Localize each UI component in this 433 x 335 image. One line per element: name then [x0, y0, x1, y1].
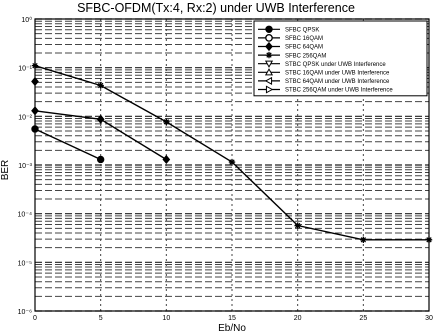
- plot-area-frame: [34, 18, 430, 312]
- y-tick-label: 10⁻⁴: [18, 212, 33, 219]
- x-tick-label: 0: [33, 315, 37, 322]
- legend-marker: [264, 68, 274, 76]
- y-tick-label: 10⁻⁶: [18, 309, 32, 316]
- x-tick-label: 25: [359, 315, 367, 322]
- x-tick-label: 10: [162, 315, 170, 322]
- legend-marker: [265, 34, 273, 42]
- legend-label: SFBC 16QAM: [285, 36, 323, 42]
- legend-label: STBC 64QAM under UWB Interference: [285, 79, 390, 85]
- y-axis-label: BER: [0, 160, 11, 181]
- data-point: [425, 236, 433, 244]
- series-layer: [31, 62, 433, 244]
- data-point: [31, 125, 39, 133]
- legend-label: STBC 256QAM under UWB Interference: [285, 88, 393, 94]
- y-axis-ticks: 10⁰ 10⁻¹ 10⁻² 10⁻³ 10⁻⁴ 10⁻⁵ 10⁻⁶: [18, 16, 33, 316]
- data-point: [97, 82, 104, 89]
- legend-marker: [264, 60, 274, 68]
- y-tick-label: 10⁻¹: [18, 66, 32, 73]
- legend-marker: [264, 76, 273, 85]
- data-point: [31, 62, 39, 69]
- legend-marker: [265, 41, 273, 52]
- legend-box: [253, 20, 428, 97]
- legend: SFBC QPSK SFBC 16QAM SFBC 64QAM SFBC 256QAM…: [253, 20, 428, 97]
- x-axis-ticks: 0 5 10 15 20 25 30: [33, 315, 433, 322]
- legend-label: SFBC 64QAM: [285, 45, 323, 51]
- legend-marker: [265, 51, 273, 59]
- y-tick-label: 10⁻²: [18, 114, 32, 121]
- legend-marker: [265, 25, 273, 33]
- x-tick-label: 30: [425, 315, 433, 322]
- series-line: [34, 128, 101, 161]
- data-point: [96, 114, 105, 124]
- legend-label: STBC 16QAM under UWB Interference: [285, 71, 390, 77]
- data-point: [31, 106, 39, 116]
- legend-label: SFBC 256QAM: [285, 53, 326, 59]
- data-point: [294, 222, 301, 229]
- data-point: [162, 154, 171, 165]
- x-tick-label: 20: [294, 315, 302, 322]
- y-tick-label: 10⁻⁵: [18, 260, 32, 267]
- data-point: [163, 118, 170, 126]
- y-tick-label: 10⁻³: [18, 163, 32, 170]
- y-tick-label: 10⁰: [21, 16, 32, 24]
- x-tick-label: 15: [228, 315, 236, 322]
- data-point: [360, 236, 367, 244]
- data-point: [228, 158, 236, 166]
- data-point: [96, 155, 105, 164]
- legend-marker: [265, 85, 274, 94]
- data-point: [31, 76, 39, 87]
- x-tick-label: 5: [99, 315, 103, 322]
- x-axis-label: Eb/No: [218, 323, 246, 334]
- legend-label: SFBC QPSK: [285, 28, 319, 34]
- legend-label: STBC QPSK under UWB Interference: [285, 62, 386, 68]
- chart-title: SFBC-OFDM(Tx:4, Rx:2) under UWB Interfer…: [77, 1, 355, 15]
